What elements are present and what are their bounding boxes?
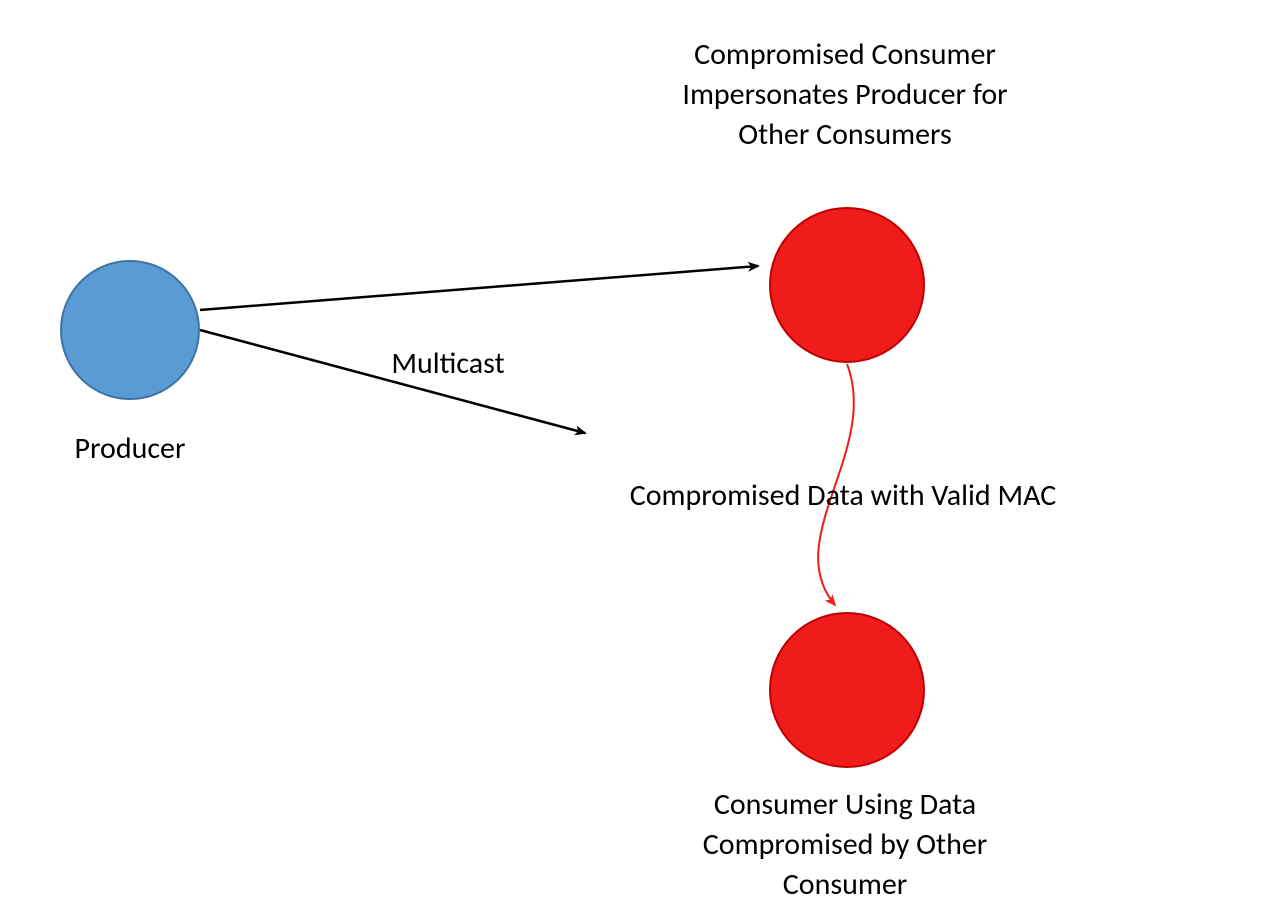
producer-label: Producer <box>0 430 430 467</box>
producer-label-text: Producer <box>75 430 186 467</box>
compromised-consumer-label: Compromised ConsumerImpersonates Produce… <box>545 35 1145 155</box>
multicast-edge-label-text: Multicast <box>391 345 504 382</box>
victim-consumer-node <box>769 612 925 768</box>
compromised-data-edge-label-text: Compromised Data with Valid MAC <box>630 477 1057 514</box>
victim-consumer-label: Consumer Using DataCompromised by OtherC… <box>545 785 1145 905</box>
edge-multicast-top <box>200 266 758 310</box>
diagram-container: Producer Compromised ConsumerImpersonate… <box>0 0 1280 912</box>
compromised-data-edge-label: Compromised Data with Valid MAC <box>543 477 1143 514</box>
multicast-edge-label: Multicast <box>148 345 748 382</box>
compromised-consumer-node <box>769 207 925 363</box>
